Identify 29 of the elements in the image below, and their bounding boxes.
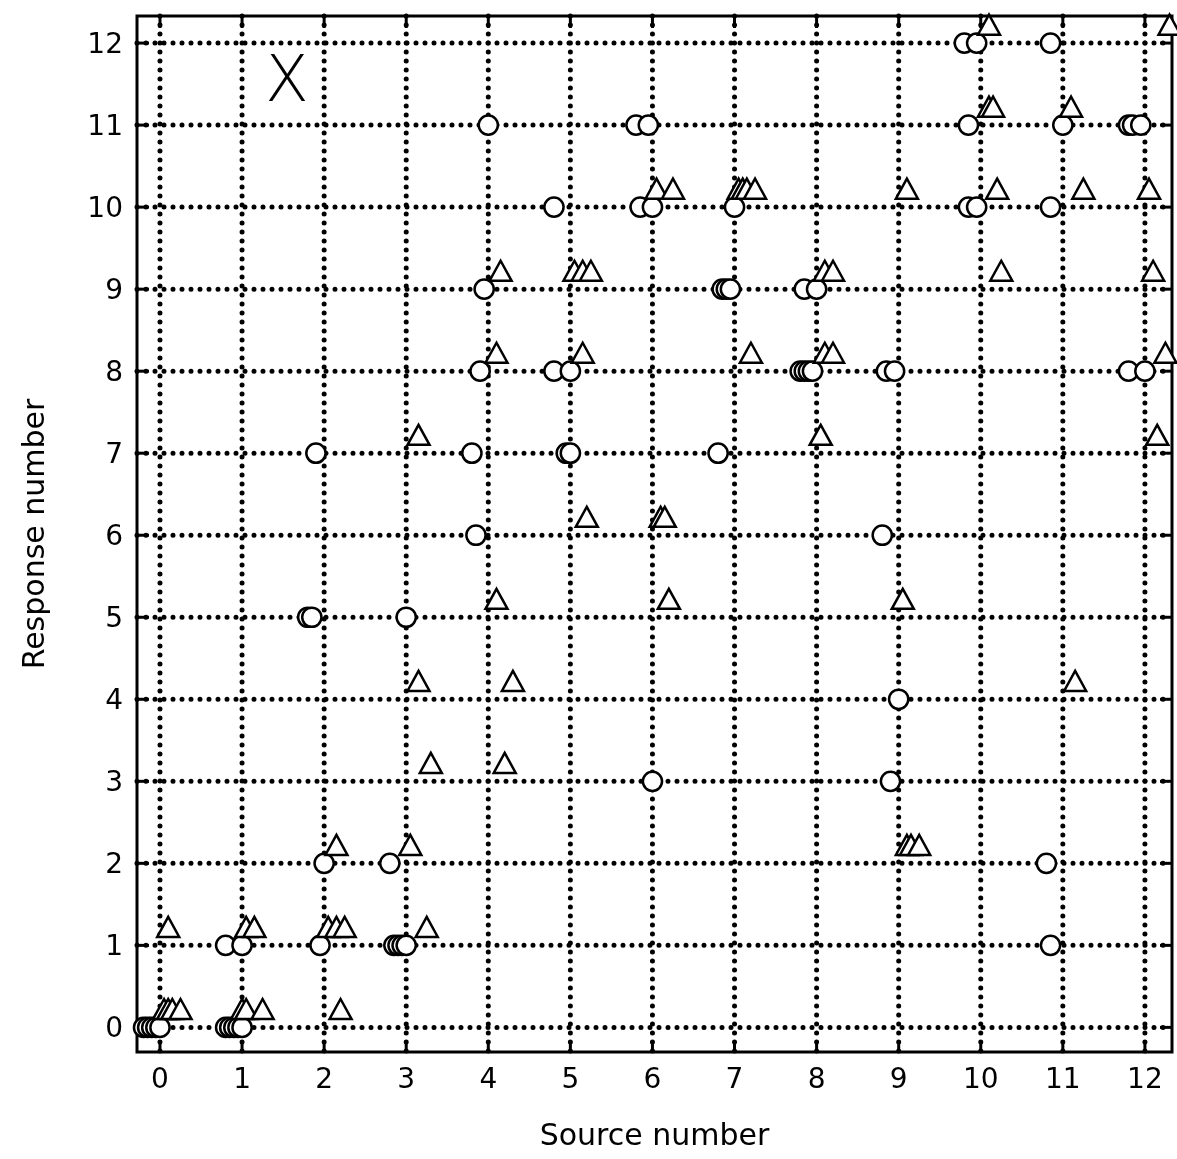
y-tick-label: 6 bbox=[105, 519, 123, 553]
y-axis-title: Response number bbox=[16, 397, 51, 670]
y-tick-label: 9 bbox=[105, 272, 123, 306]
y-tick-label: 7 bbox=[105, 437, 123, 470]
y-tick-label: 4 bbox=[105, 683, 123, 717]
annotation: X bbox=[265, 42, 309, 116]
x-tick-label: 0 bbox=[151, 1062, 169, 1095]
y-tick-label: 3 bbox=[105, 765, 123, 799]
x-tick-label: 1 bbox=[233, 1062, 251, 1095]
y-tick-label: 1 bbox=[105, 929, 123, 963]
x-tick-label: 9 bbox=[889, 1062, 908, 1095]
x-tick-label: 2 bbox=[315, 1062, 334, 1095]
x-tick-label: 7 bbox=[725, 1062, 744, 1095]
y-tick-label: 2 bbox=[105, 847, 123, 881]
y-tick-label: 5 bbox=[105, 601, 123, 635]
x-axis-title: Source number bbox=[539, 1117, 770, 1152]
x-tick-label: 4 bbox=[479, 1062, 498, 1095]
x-tick-label: 12 bbox=[1127, 1062, 1163, 1095]
x-tick-label: 8 bbox=[807, 1062, 826, 1095]
y-tick-label: 10 bbox=[87, 190, 123, 224]
x-tick-label: 11 bbox=[1045, 1062, 1081, 1095]
x-tick-label: 10 bbox=[962, 1062, 999, 1095]
y-tick-label: 11 bbox=[87, 108, 123, 142]
x-tick-label: 3 bbox=[397, 1062, 416, 1095]
y-tick-label: 8 bbox=[105, 354, 123, 388]
y-tick-label: 0 bbox=[105, 1011, 123, 1045]
x-tick-label: 6 bbox=[643, 1062, 662, 1095]
x-tick-label: 5 bbox=[561, 1062, 580, 1095]
y-tick-label: 12 bbox=[87, 26, 123, 60]
